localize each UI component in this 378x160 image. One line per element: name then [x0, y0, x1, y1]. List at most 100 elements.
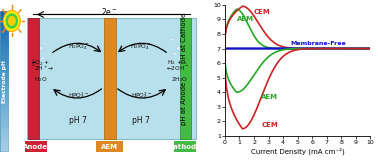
Polygon shape [0, 97, 9, 99]
Polygon shape [0, 99, 9, 100]
Polygon shape [0, 80, 9, 82]
Polygon shape [0, 108, 9, 110]
Text: Membrane-Free: Membrane-Free [290, 41, 346, 46]
Polygon shape [0, 51, 9, 52]
Circle shape [43, 43, 46, 45]
Polygon shape [0, 38, 9, 39]
Polygon shape [0, 56, 9, 58]
Polygon shape [0, 122, 9, 124]
Circle shape [176, 47, 181, 50]
Circle shape [3, 10, 20, 32]
Polygon shape [0, 24, 9, 25]
Polygon shape [0, 17, 9, 18]
Circle shape [175, 64, 178, 67]
Text: 2e$^-$: 2e$^-$ [101, 6, 118, 17]
Polygon shape [0, 15, 9, 17]
Polygon shape [0, 144, 9, 145]
Polygon shape [0, 76, 9, 77]
Polygon shape [0, 106, 9, 107]
Text: 2H$_2$O: 2H$_2$O [170, 76, 188, 84]
Polygon shape [0, 115, 9, 117]
Polygon shape [0, 125, 9, 127]
Text: HPO$_4^{2-}$: HPO$_4^{2-}$ [130, 90, 152, 101]
Text: Anode: Anode [23, 144, 48, 150]
Polygon shape [0, 117, 9, 118]
Text: H$_2$O: H$_2$O [34, 76, 48, 84]
Circle shape [178, 57, 182, 60]
Text: pH at Anode: pH at Anode [181, 82, 187, 125]
Text: pH 7: pH 7 [69, 116, 87, 125]
Polygon shape [0, 134, 9, 135]
Polygon shape [0, 35, 9, 36]
Text: 2H$^+$→: 2H$^+$→ [34, 64, 54, 73]
Polygon shape [0, 107, 9, 108]
Text: HPO$_4^{2-}$: HPO$_4^{2-}$ [68, 90, 89, 101]
Circle shape [37, 64, 40, 67]
Polygon shape [0, 27, 9, 28]
Polygon shape [0, 22, 9, 24]
Text: ←2OH$^-$: ←2OH$^-$ [166, 64, 189, 72]
Polygon shape [0, 36, 9, 38]
Circle shape [39, 47, 43, 50]
Polygon shape [0, 70, 9, 72]
Polygon shape [0, 129, 9, 131]
Polygon shape [0, 127, 9, 128]
Circle shape [33, 38, 37, 41]
Polygon shape [0, 111, 9, 113]
Polygon shape [0, 151, 9, 152]
Polygon shape [0, 141, 9, 142]
Circle shape [181, 43, 184, 45]
Polygon shape [0, 131, 9, 132]
Bar [27, 18, 196, 139]
Polygon shape [0, 104, 9, 106]
Polygon shape [0, 13, 9, 14]
Polygon shape [0, 41, 9, 42]
Bar [25, 141, 47, 152]
Polygon shape [0, 120, 9, 121]
Text: AEM: AEM [237, 16, 254, 22]
Polygon shape [0, 121, 9, 122]
Polygon shape [0, 45, 9, 46]
Polygon shape [0, 138, 9, 139]
Polygon shape [0, 55, 9, 56]
Polygon shape [0, 68, 9, 69]
Polygon shape [0, 73, 9, 75]
Text: Electrode pH: Electrode pH [2, 60, 7, 103]
Circle shape [170, 38, 175, 41]
Polygon shape [0, 103, 9, 104]
Text: AEM: AEM [261, 94, 278, 100]
Bar [96, 141, 123, 152]
Circle shape [8, 16, 16, 26]
Polygon shape [0, 89, 9, 90]
Polygon shape [0, 87, 9, 89]
Polygon shape [0, 86, 9, 87]
Polygon shape [0, 128, 9, 129]
Polygon shape [0, 66, 9, 68]
Polygon shape [0, 84, 9, 86]
Polygon shape [0, 113, 9, 114]
Polygon shape [0, 18, 9, 20]
Text: AEM: AEM [101, 144, 118, 150]
Text: CEM: CEM [254, 9, 271, 15]
Bar [180, 18, 191, 139]
Circle shape [6, 13, 18, 29]
Polygon shape [0, 20, 9, 21]
Polygon shape [0, 93, 9, 94]
Polygon shape [0, 110, 9, 111]
Polygon shape [0, 79, 9, 80]
Polygon shape [0, 29, 9, 31]
Polygon shape [0, 100, 9, 101]
Text: H$_2$PO$_4^-$: H$_2$PO$_4^-$ [130, 42, 152, 52]
Polygon shape [0, 72, 9, 73]
Polygon shape [0, 25, 9, 27]
Text: pH at Cathode: pH at Cathode [181, 12, 187, 63]
Polygon shape [0, 145, 9, 146]
Text: CEM: CEM [261, 122, 278, 128]
Polygon shape [0, 83, 9, 84]
Polygon shape [0, 148, 9, 149]
Polygon shape [0, 60, 9, 62]
Polygon shape [0, 46, 9, 48]
Polygon shape [0, 39, 9, 41]
Polygon shape [0, 42, 9, 44]
Bar [28, 18, 39, 139]
